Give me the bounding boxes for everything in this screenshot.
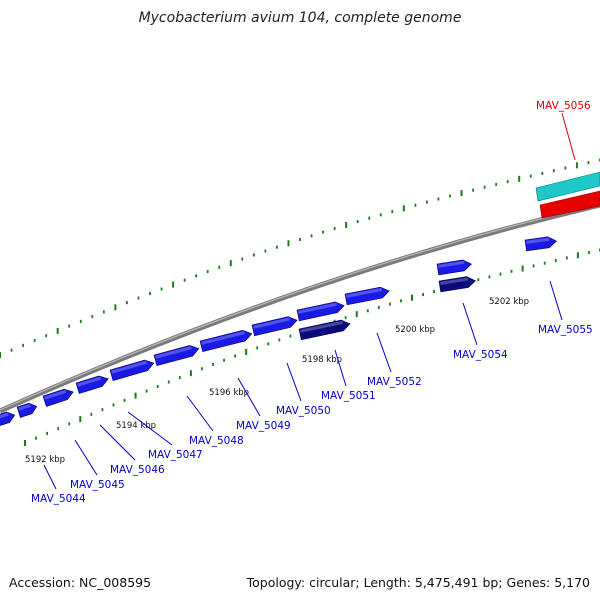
gene-leader-line [127,411,173,446]
gene-arrow [296,301,345,322]
genome-backbone [0,202,600,414]
gene-arrow [0,411,16,427]
outer-tick-ring [0,158,600,358]
gene-leader-line [462,302,478,346]
gene-label-MAV_5049[interactable]: MAV_5049 [236,420,291,432]
gene-label-MAV_5048[interactable]: MAV_5048 [189,435,244,447]
gene-arrow [42,388,74,407]
gene-arrow-dark [438,276,476,293]
scale-label: 5196 kbp [209,388,249,398]
gene-leader-line [43,464,57,490]
gene-bar-MAV_5056 [535,171,600,219]
inner-tick-ring [24,248,600,446]
gene-arrow [109,359,155,381]
gene-arrow [436,259,472,276]
scale-label: 5198 kbp [302,355,342,365]
gene-arrow [153,345,200,366]
gene-arrow-dark [298,319,351,341]
gene-label-MAV_5056[interactable]: MAV_5056 [536,100,591,112]
gene-leader-line [74,439,98,476]
gene-labels: MAV_5044 MAV_5045 MAV_5046 MAV_5047 MAV_5048… [31,100,593,505]
scale-label: 5202 kbp [489,297,529,307]
gene-leader-line [549,280,563,321]
gene-arrow [344,286,390,306]
genome-backbone-highlight [0,203,600,411]
gene-label-MAV_5055[interactable]: MAV_5055 [538,324,593,336]
gene-leader-line [286,362,302,402]
map-title: Mycobacterium avium 104, complete genome [138,10,462,26]
gene-leader-line [561,112,576,161]
accession-text: Accession: NC_008595 [9,575,152,590]
genome-summary-text: Topology: circular; Length: 5,475,491 bp… [246,575,590,590]
gene-label-MAV_5054[interactable]: MAV_5054 [453,349,508,361]
gene-arrow [251,316,298,337]
gene-label-MAV_5052[interactable]: MAV_5052 [367,376,422,388]
gene-leader-line [186,395,214,432]
scale-label: 5194 kbp [116,421,156,431]
scale-label: 5192 kbp [25,455,65,465]
gene-arrow [16,402,38,418]
gene-leader-line [99,424,136,461]
gene-label-MAV_5050[interactable]: MAV_5050 [276,405,331,417]
gene-label-MAV_5045[interactable]: MAV_5045 [70,479,125,491]
gene-label-MAV_5047[interactable]: MAV_5047 [148,449,203,461]
scale-label: 5200 kbp [395,325,435,335]
gene-leader-line [334,349,347,387]
gene-arrow [524,236,557,252]
gene-arrow [199,330,253,353]
gene-features [0,171,600,427]
gene-arrow [75,375,109,394]
gene-label-MAV_5044[interactable]: MAV_5044 [31,493,86,505]
gene-label-MAV_5046[interactable]: MAV_5046 [110,464,165,476]
gene-leader-line [237,377,261,417]
scale-labels: 5192 kbp 5194 kbp 5196 kbp 5198 kbp 5200 kbp… [25,297,529,465]
gene-leader-line [376,332,392,373]
gene-label-MAV_5051[interactable]: MAV_5051 [321,390,376,402]
